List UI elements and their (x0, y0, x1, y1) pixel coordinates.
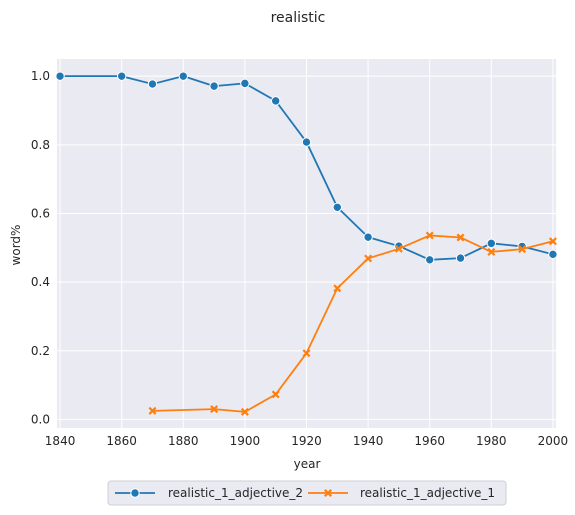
legend-box (107, 480, 507, 506)
data-point (55, 71, 65, 81)
series-realistic_1_adjective_1 (148, 231, 557, 416)
legend-marker (324, 489, 332, 497)
x-tick-label: 1960 (414, 434, 445, 448)
legend-entry: realistic_1_adjective_1 (308, 486, 495, 500)
y-tick-label: 1.0 (31, 69, 50, 83)
data-point (425, 231, 434, 240)
data-point (178, 71, 188, 81)
data-point (148, 406, 157, 415)
legend-label: realistic_1_adjective_1 (360, 486, 495, 500)
data-point (270, 96, 281, 106)
series-layer (55, 71, 558, 416)
legend-marker (130, 488, 140, 498)
data-point (425, 255, 435, 265)
data-point (487, 247, 496, 256)
x-tick-label: 2000 (538, 434, 569, 448)
x-tick-label: 1860 (106, 434, 137, 448)
y-axis-label: word% (9, 225, 23, 266)
x-axis-label: year (294, 457, 321, 471)
y-tick-label: 0.6 (31, 206, 50, 220)
data-point (364, 254, 373, 263)
legend-entry: realistic_1_adjective_2 (115, 486, 303, 500)
x-tick-label: 1900 (230, 434, 261, 448)
y-tick-label: 0.2 (31, 344, 50, 358)
data-point (486, 238, 497, 249)
y-axis: 0.0 0.2 0.4 0.6 0.8 1.0 (31, 69, 50, 426)
y-tick-label: 0.0 (31, 412, 50, 426)
data-point (116, 71, 127, 81)
data-point (147, 79, 158, 89)
data-point (240, 407, 249, 416)
data-point (271, 390, 280, 399)
chart-title: realistic (271, 10, 326, 26)
data-point (301, 137, 312, 147)
data-point (394, 244, 403, 253)
x-tick-label: 1840 (45, 434, 76, 448)
x-tick-label: 1920 (291, 434, 322, 448)
data-point (548, 237, 557, 246)
data-point (333, 284, 342, 293)
legend-label: realistic_1_adjective_2 (168, 486, 303, 500)
data-point (548, 249, 558, 260)
x-tick-label: 1880 (168, 434, 199, 448)
x-tick-label: 1940 (353, 434, 384, 448)
x-tick-label: 1980 (476, 434, 507, 448)
data-point (455, 253, 466, 263)
y-tick-label: 0.4 (31, 275, 50, 289)
data-point (209, 81, 219, 91)
data-point (363, 232, 373, 242)
data-point (210, 405, 219, 414)
data-point (518, 245, 527, 254)
data-point (240, 78, 250, 89)
data-point (332, 202, 343, 212)
y-tick-label: 0.8 (31, 138, 50, 152)
x-axis: 1840 1860 1880 1900 1920 1940 1960 1980 2000 (45, 434, 568, 448)
series-line (60, 75, 554, 261)
data-point (456, 233, 465, 242)
legend: realistic_1_adjective_2 realistic_1_adjec… (107, 480, 507, 506)
data-point (302, 349, 311, 358)
